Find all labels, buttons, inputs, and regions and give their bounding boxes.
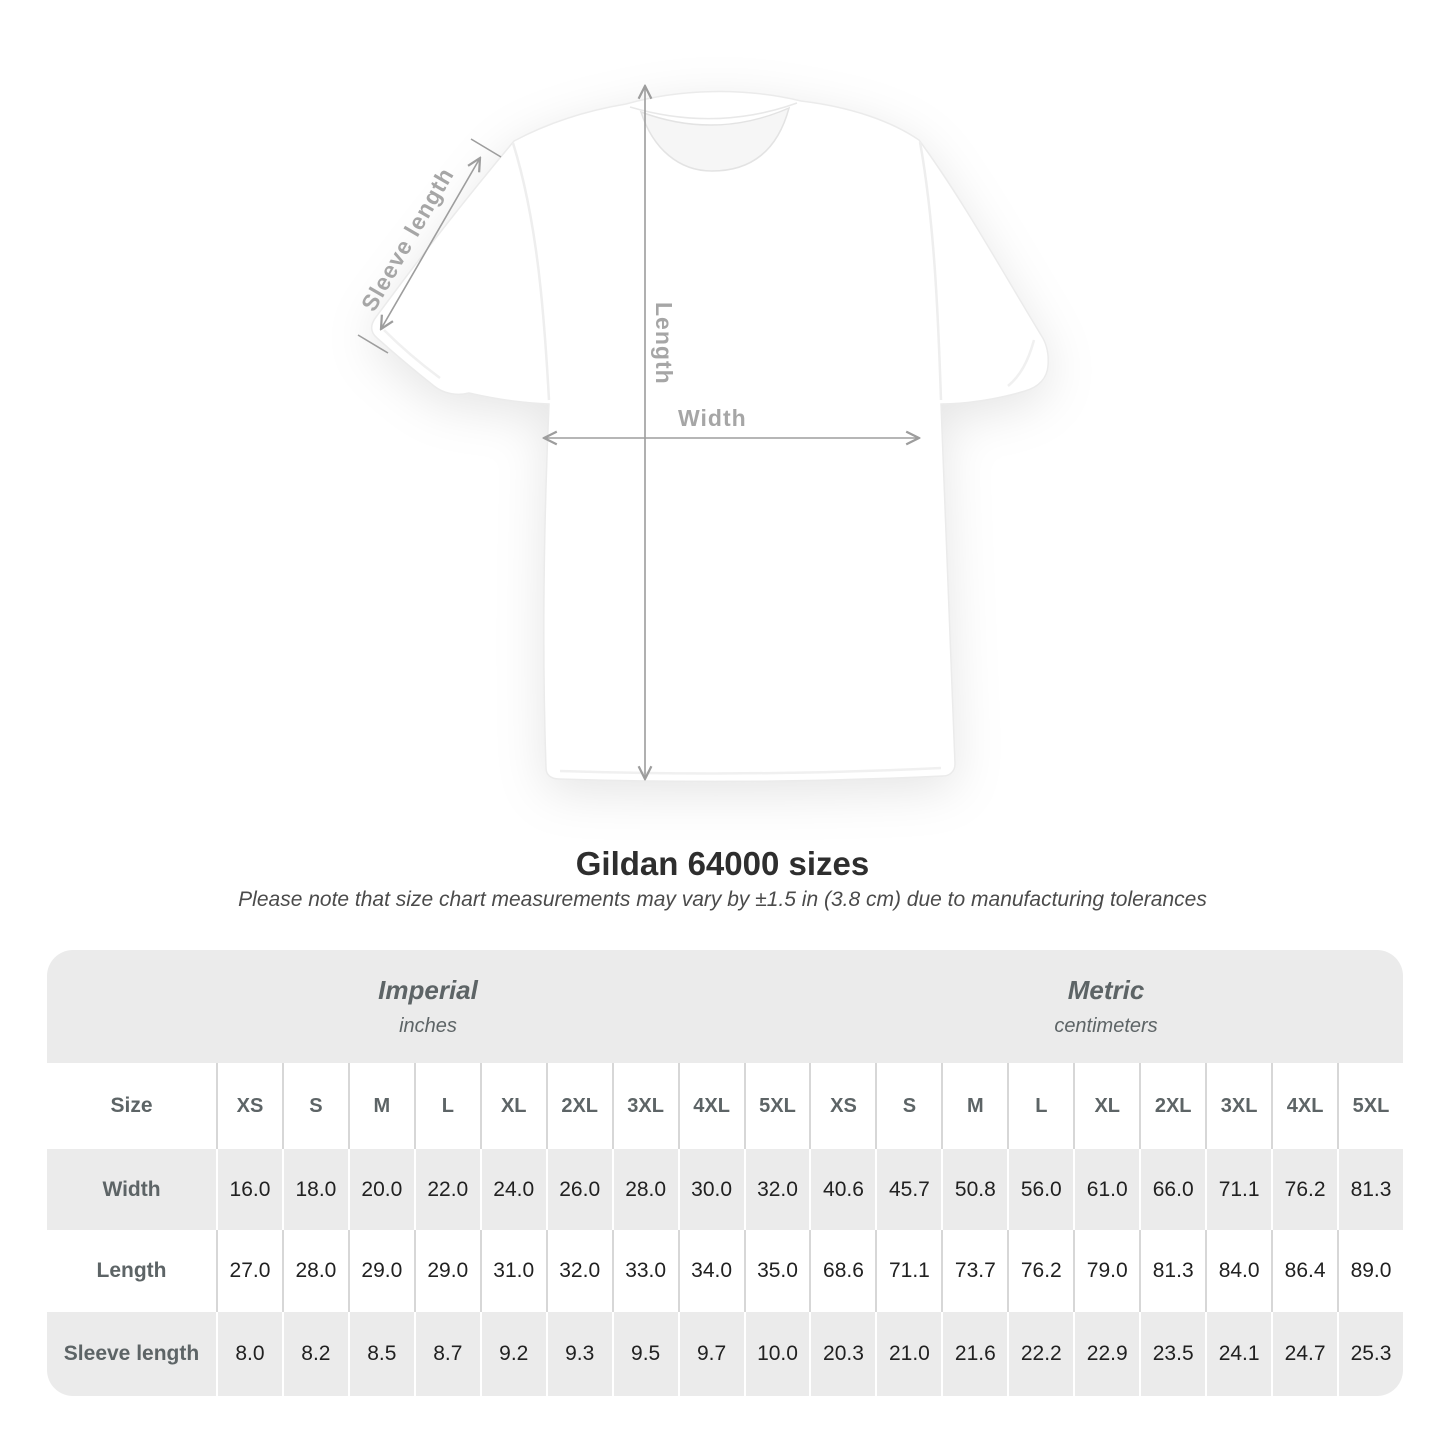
measurement-value: 84.0 bbox=[1205, 1230, 1271, 1312]
size-column-header: M bbox=[941, 1063, 1007, 1149]
measurement-value: 45.7 bbox=[875, 1149, 941, 1230]
measurement-value: 61.0 bbox=[1073, 1149, 1139, 1230]
measurement-value: 24.0 bbox=[479, 1149, 546, 1230]
measurement-value: 32.0 bbox=[743, 1149, 810, 1230]
size-column-header: L bbox=[1007, 1063, 1073, 1149]
measurement-value: 9.2 bbox=[479, 1312, 546, 1396]
size-column-header: XL bbox=[1073, 1063, 1139, 1149]
collar bbox=[639, 106, 791, 172]
size-column-header: 5XL bbox=[1337, 1063, 1403, 1149]
metric-group-name: Metric bbox=[1067, 975, 1145, 1005]
measurement-value: 32.0 bbox=[545, 1230, 612, 1312]
measurement-value: 9.7 bbox=[677, 1312, 744, 1396]
measurement-value: 71.1 bbox=[1205, 1149, 1271, 1230]
measurement-value: 9.3 bbox=[545, 1312, 612, 1396]
measurement-value: 20.0 bbox=[347, 1149, 414, 1230]
size-column-header: 4XL bbox=[677, 1063, 744, 1149]
size-column-header: S bbox=[875, 1063, 941, 1149]
measurement-value: 22.2 bbox=[1007, 1312, 1073, 1396]
measurement-value: 24.7 bbox=[1271, 1312, 1337, 1396]
measurement-value: 24.1 bbox=[1205, 1312, 1271, 1396]
measurement-value: 8.0 bbox=[216, 1312, 282, 1396]
tshirt-measurement-diagram: Length Width Sleeve length bbox=[356, 0, 1049, 783]
size-column-header: 2XL bbox=[545, 1063, 612, 1149]
measurement-value: 71.1 bbox=[875, 1230, 941, 1312]
size-column-header: XL bbox=[479, 1063, 546, 1149]
imperial-group-name: Imperial bbox=[378, 975, 478, 1005]
measurement-value: 28.0 bbox=[611, 1149, 678, 1230]
measurement-value: 35.0 bbox=[743, 1230, 810, 1312]
measurement-value: 16.0 bbox=[216, 1149, 282, 1230]
measurement-value: 22.0 bbox=[413, 1149, 480, 1230]
measurement-value: 8.2 bbox=[281, 1312, 348, 1396]
measurement-value: 28.0 bbox=[281, 1230, 348, 1312]
size-column-header: 3XL bbox=[611, 1063, 678, 1149]
tshirt-image bbox=[370, 90, 1049, 783]
measurement-value: 33.0 bbox=[611, 1230, 678, 1312]
size-column-header: L bbox=[413, 1063, 480, 1149]
length-arrow-label: Length bbox=[651, 302, 677, 385]
measurement-value: 50.8 bbox=[941, 1149, 1007, 1230]
measurement-label: Length bbox=[96, 1259, 167, 1282]
measurement-value: 21.0 bbox=[875, 1312, 941, 1396]
measurement-value: 56.0 bbox=[1007, 1149, 1073, 1230]
measurement-value: 86.4 bbox=[1271, 1230, 1337, 1312]
measurement-value: 30.0 bbox=[677, 1149, 744, 1230]
measurement-value: 81.3 bbox=[1139, 1230, 1205, 1312]
size-column-header: XS bbox=[809, 1063, 875, 1149]
measurement-row-sleeve-length: Sleeve length 8.0 8.2 8.5 8.7 9.2 9.3 9.5 9.7 10.… bbox=[47, 1312, 1403, 1396]
size-column-header: M bbox=[347, 1063, 414, 1149]
size-column-label: Size bbox=[110, 1094, 153, 1117]
width-arrow-label: Width bbox=[678, 405, 747, 431]
size-column-header: XS bbox=[216, 1063, 282, 1149]
measurement-value: 29.0 bbox=[413, 1230, 480, 1312]
measurement-value: 26.0 bbox=[545, 1149, 612, 1230]
measurement-row-length: Length 27.0 28.0 29.0 29.0 31.0 32.0 33.0 34.0 35… bbox=[47, 1230, 1403, 1312]
measurement-value: 79.0 bbox=[1073, 1230, 1139, 1312]
size-table: Imperial inches Metric centimeters Size X… bbox=[47, 950, 1403, 1396]
imperial-group-header: Imperial inches bbox=[47, 950, 809, 1063]
measurement-value: 29.0 bbox=[347, 1230, 414, 1312]
size-column-header: 3XL bbox=[1205, 1063, 1271, 1149]
measurement-label: Width bbox=[102, 1177, 161, 1201]
measurement-value: 8.7 bbox=[413, 1312, 480, 1396]
metric-group-unit: centimeters bbox=[1054, 1015, 1158, 1037]
measurement-value: 81.3 bbox=[1337, 1149, 1403, 1230]
imperial-group-unit: inches bbox=[399, 1015, 457, 1037]
measurement-value: 68.6 bbox=[809, 1230, 875, 1312]
tolerance-note: Please note that size chart measurements… bbox=[238, 888, 1207, 911]
metric-group-header: Metric centimeters bbox=[809, 950, 1403, 1063]
measurement-value: 89.0 bbox=[1337, 1230, 1403, 1312]
measurement-value: 76.2 bbox=[1007, 1230, 1073, 1312]
measurement-value: 31.0 bbox=[479, 1230, 546, 1312]
measurement-value: 18.0 bbox=[281, 1149, 348, 1230]
measurement-label: Sleeve length bbox=[63, 1342, 200, 1365]
measurement-value: 8.5 bbox=[347, 1312, 414, 1396]
size-column-header: 2XL bbox=[1139, 1063, 1205, 1149]
size-column-header: S bbox=[281, 1063, 348, 1149]
size-header-row: Size XS S M L XL 2XL 3XL 4XL 5XL XS S M L XL 2XL 3XL 4XL 5… bbox=[47, 1063, 1403, 1149]
table-rows: Width 16.0 18.0 20.0 22.0 24.0 26.0 28.0 30.0 32.… bbox=[47, 1149, 1403, 1396]
measurement-value: 25.3 bbox=[1337, 1312, 1403, 1396]
measurement-value: 34.0 bbox=[677, 1230, 744, 1312]
measurement-value: 22.9 bbox=[1073, 1312, 1139, 1396]
measurement-value: 9.5 bbox=[611, 1312, 678, 1396]
size-column-header: 4XL bbox=[1271, 1063, 1337, 1149]
measurement-value: 66.0 bbox=[1139, 1149, 1205, 1230]
measurement-row-width: Width 16.0 18.0 20.0 22.0 24.0 26.0 28.0 30.0 32.… bbox=[47, 1149, 1403, 1230]
size-column-header: 5XL bbox=[743, 1063, 810, 1149]
measurement-value: 73.7 bbox=[941, 1230, 1007, 1312]
sleeve-length-arrow bbox=[357, 138, 502, 354]
measurement-value: 10.0 bbox=[743, 1312, 810, 1396]
unit-group-header: Imperial inches Metric centimeters bbox=[47, 950, 1403, 1063]
measurement-value: 20.3 bbox=[809, 1312, 875, 1396]
measurement-value: 23.5 bbox=[1139, 1312, 1205, 1396]
page-title: Gildan 64000 sizes bbox=[575, 845, 870, 882]
measurement-value: 40.6 bbox=[809, 1149, 875, 1230]
measurement-value: 27.0 bbox=[216, 1230, 282, 1312]
measurement-value: 76.2 bbox=[1271, 1149, 1337, 1230]
measurement-value: 21.6 bbox=[941, 1312, 1007, 1396]
